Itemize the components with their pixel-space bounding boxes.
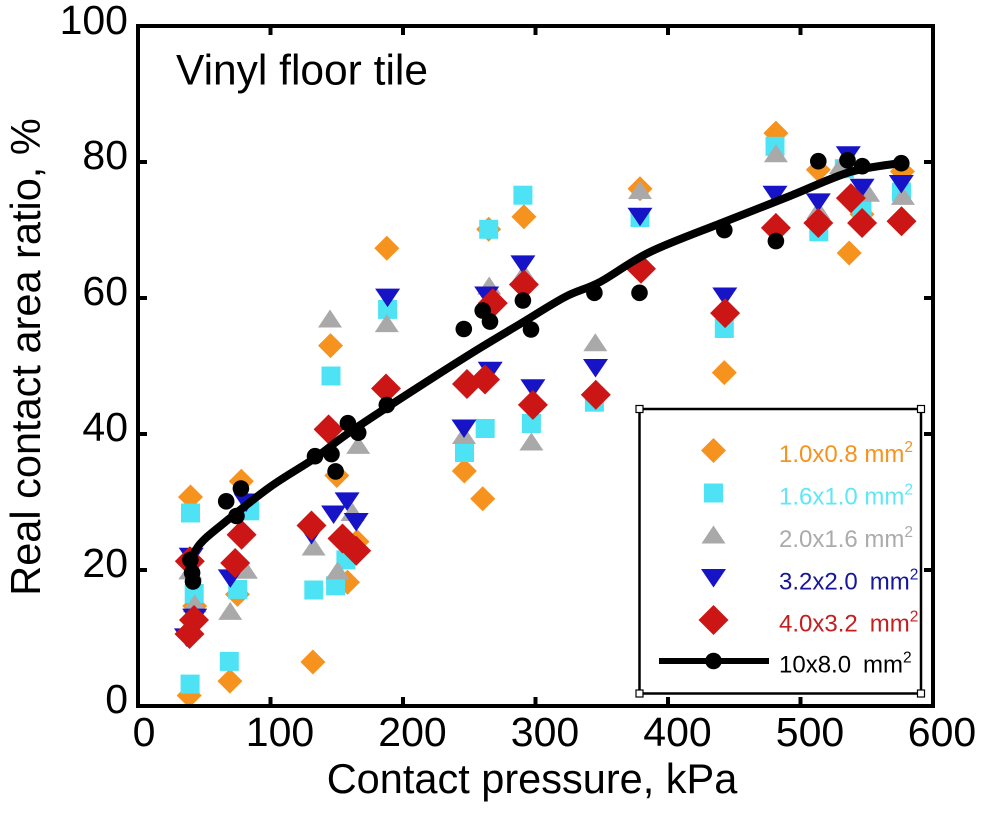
svg-text:0: 0 bbox=[105, 676, 128, 722]
svg-text:100: 100 bbox=[246, 709, 314, 755]
svg-text:300: 300 bbox=[511, 709, 579, 755]
svg-text:100: 100 bbox=[60, 0, 128, 43]
svg-text:Real contact area ratio, %: Real contact area ratio, % bbox=[2, 118, 49, 596]
svg-text:Contact pressure, kPa: Contact pressure, kPa bbox=[327, 755, 739, 802]
svg-text:20: 20 bbox=[82, 540, 128, 586]
svg-text:2.0x1.6 mm2: 2.0x1.6 mm2 bbox=[779, 524, 913, 553]
svg-text:1.6x1.0 mm2: 1.6x1.0 mm2 bbox=[779, 482, 913, 511]
svg-text:500: 500 bbox=[776, 709, 844, 755]
svg-text:200: 200 bbox=[378, 709, 446, 755]
svg-text:1.0x0.8 mm2: 1.0x0.8 mm2 bbox=[779, 439, 913, 468]
svg-text:0: 0 bbox=[133, 709, 156, 755]
svg-text:3.2x2.0 mm2: 3.2x2.0 mm2 bbox=[779, 567, 918, 596]
svg-text:60: 60 bbox=[82, 268, 128, 314]
svg-text:600: 600 bbox=[908, 709, 976, 755]
svg-text:Vinyl floor tile: Vinyl floor tile bbox=[176, 48, 428, 95]
svg-text:80: 80 bbox=[82, 132, 128, 178]
svg-text:400: 400 bbox=[643, 709, 711, 755]
svg-text:4.0x3.2 mm2: 4.0x3.2 mm2 bbox=[779, 609, 918, 638]
svg-text:40: 40 bbox=[82, 404, 128, 450]
svg-text:10x8.0 mm2: 10x8.0 mm2 bbox=[779, 650, 912, 679]
